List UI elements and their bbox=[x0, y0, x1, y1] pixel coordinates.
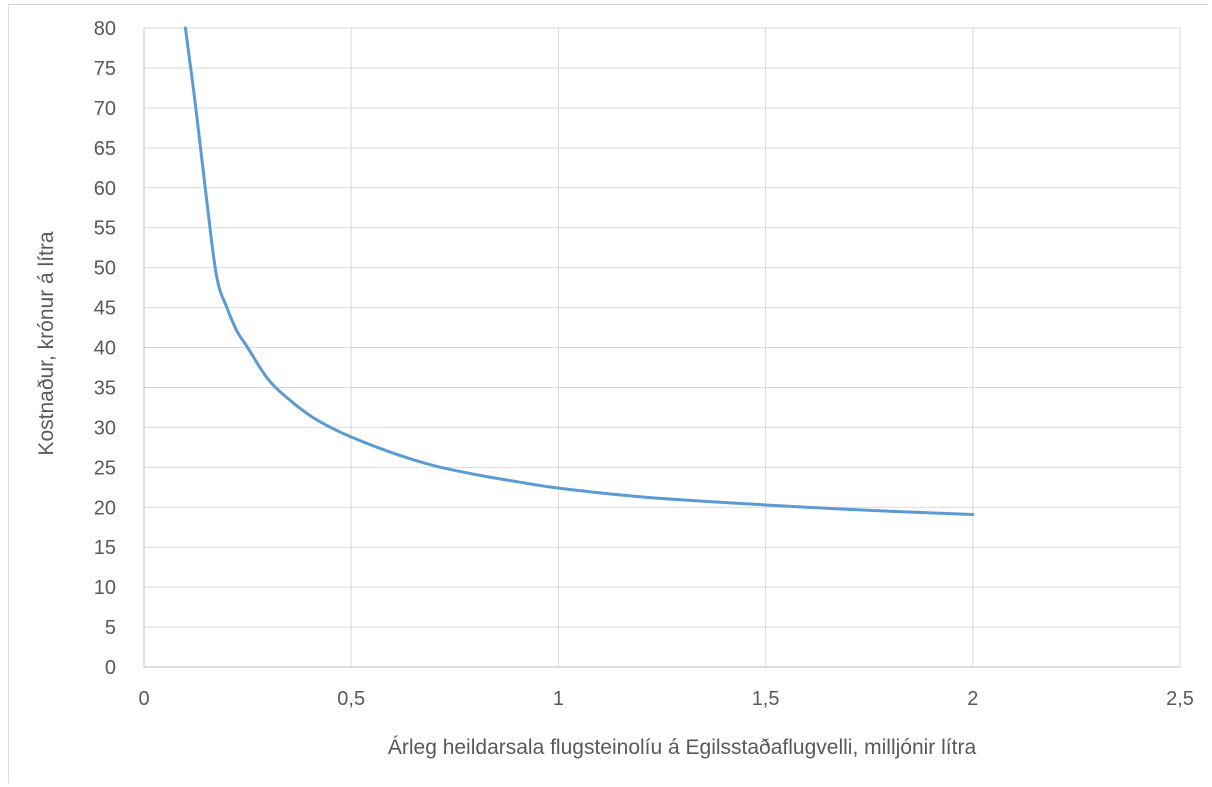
chart-frame bbox=[8, 4, 1208, 783]
x-tick-label: 2 bbox=[967, 688, 978, 710]
y-tick-label: 50 bbox=[94, 258, 116, 280]
y-tick-label: 70 bbox=[94, 98, 116, 120]
x-tick-label: 0 bbox=[138, 688, 149, 710]
series-line bbox=[183, 26, 975, 516]
y-tick-label: 80 bbox=[94, 18, 116, 40]
y-tick-label: 60 bbox=[94, 178, 116, 200]
y-tick-label: 15 bbox=[94, 537, 116, 559]
y-tick-label: 25 bbox=[94, 457, 116, 479]
y-tick-label: 10 bbox=[94, 577, 116, 599]
y-tick-label: 30 bbox=[94, 417, 116, 439]
axes bbox=[143, 28, 1180, 668]
tick-labels: 0 5 10 15 20 25 30 35 40 45 50 55 60 65 70 75 80 0 0,5 1 1,5… bbox=[94, 18, 1194, 710]
y-tick-label: 55 bbox=[94, 218, 116, 240]
x-axis-title: Árleg heildarsala flugsteinolíu á Egilss… bbox=[388, 736, 977, 759]
x-tick-label: 1 bbox=[553, 688, 564, 710]
x-tick-label: 1,5 bbox=[752, 688, 780, 710]
gridlines bbox=[144, 27, 1181, 667]
y-tick-label: 20 bbox=[94, 497, 116, 519]
y-tick-label: 35 bbox=[94, 377, 116, 399]
y-tick-label: 0 bbox=[105, 657, 116, 679]
x-tick-label: 0,5 bbox=[337, 688, 365, 710]
y-tick-label: 45 bbox=[94, 298, 116, 320]
y-axis-title: Kostnaður, krónur á lítra bbox=[35, 231, 58, 455]
y-tick-label: 65 bbox=[94, 138, 116, 160]
y-tick-label: 75 bbox=[94, 58, 116, 80]
y-tick-label: 5 bbox=[105, 617, 116, 639]
x-tick-label: 2,5 bbox=[1166, 688, 1194, 710]
y-tick-label: 40 bbox=[94, 338, 116, 360]
series-group bbox=[183, 26, 975, 516]
